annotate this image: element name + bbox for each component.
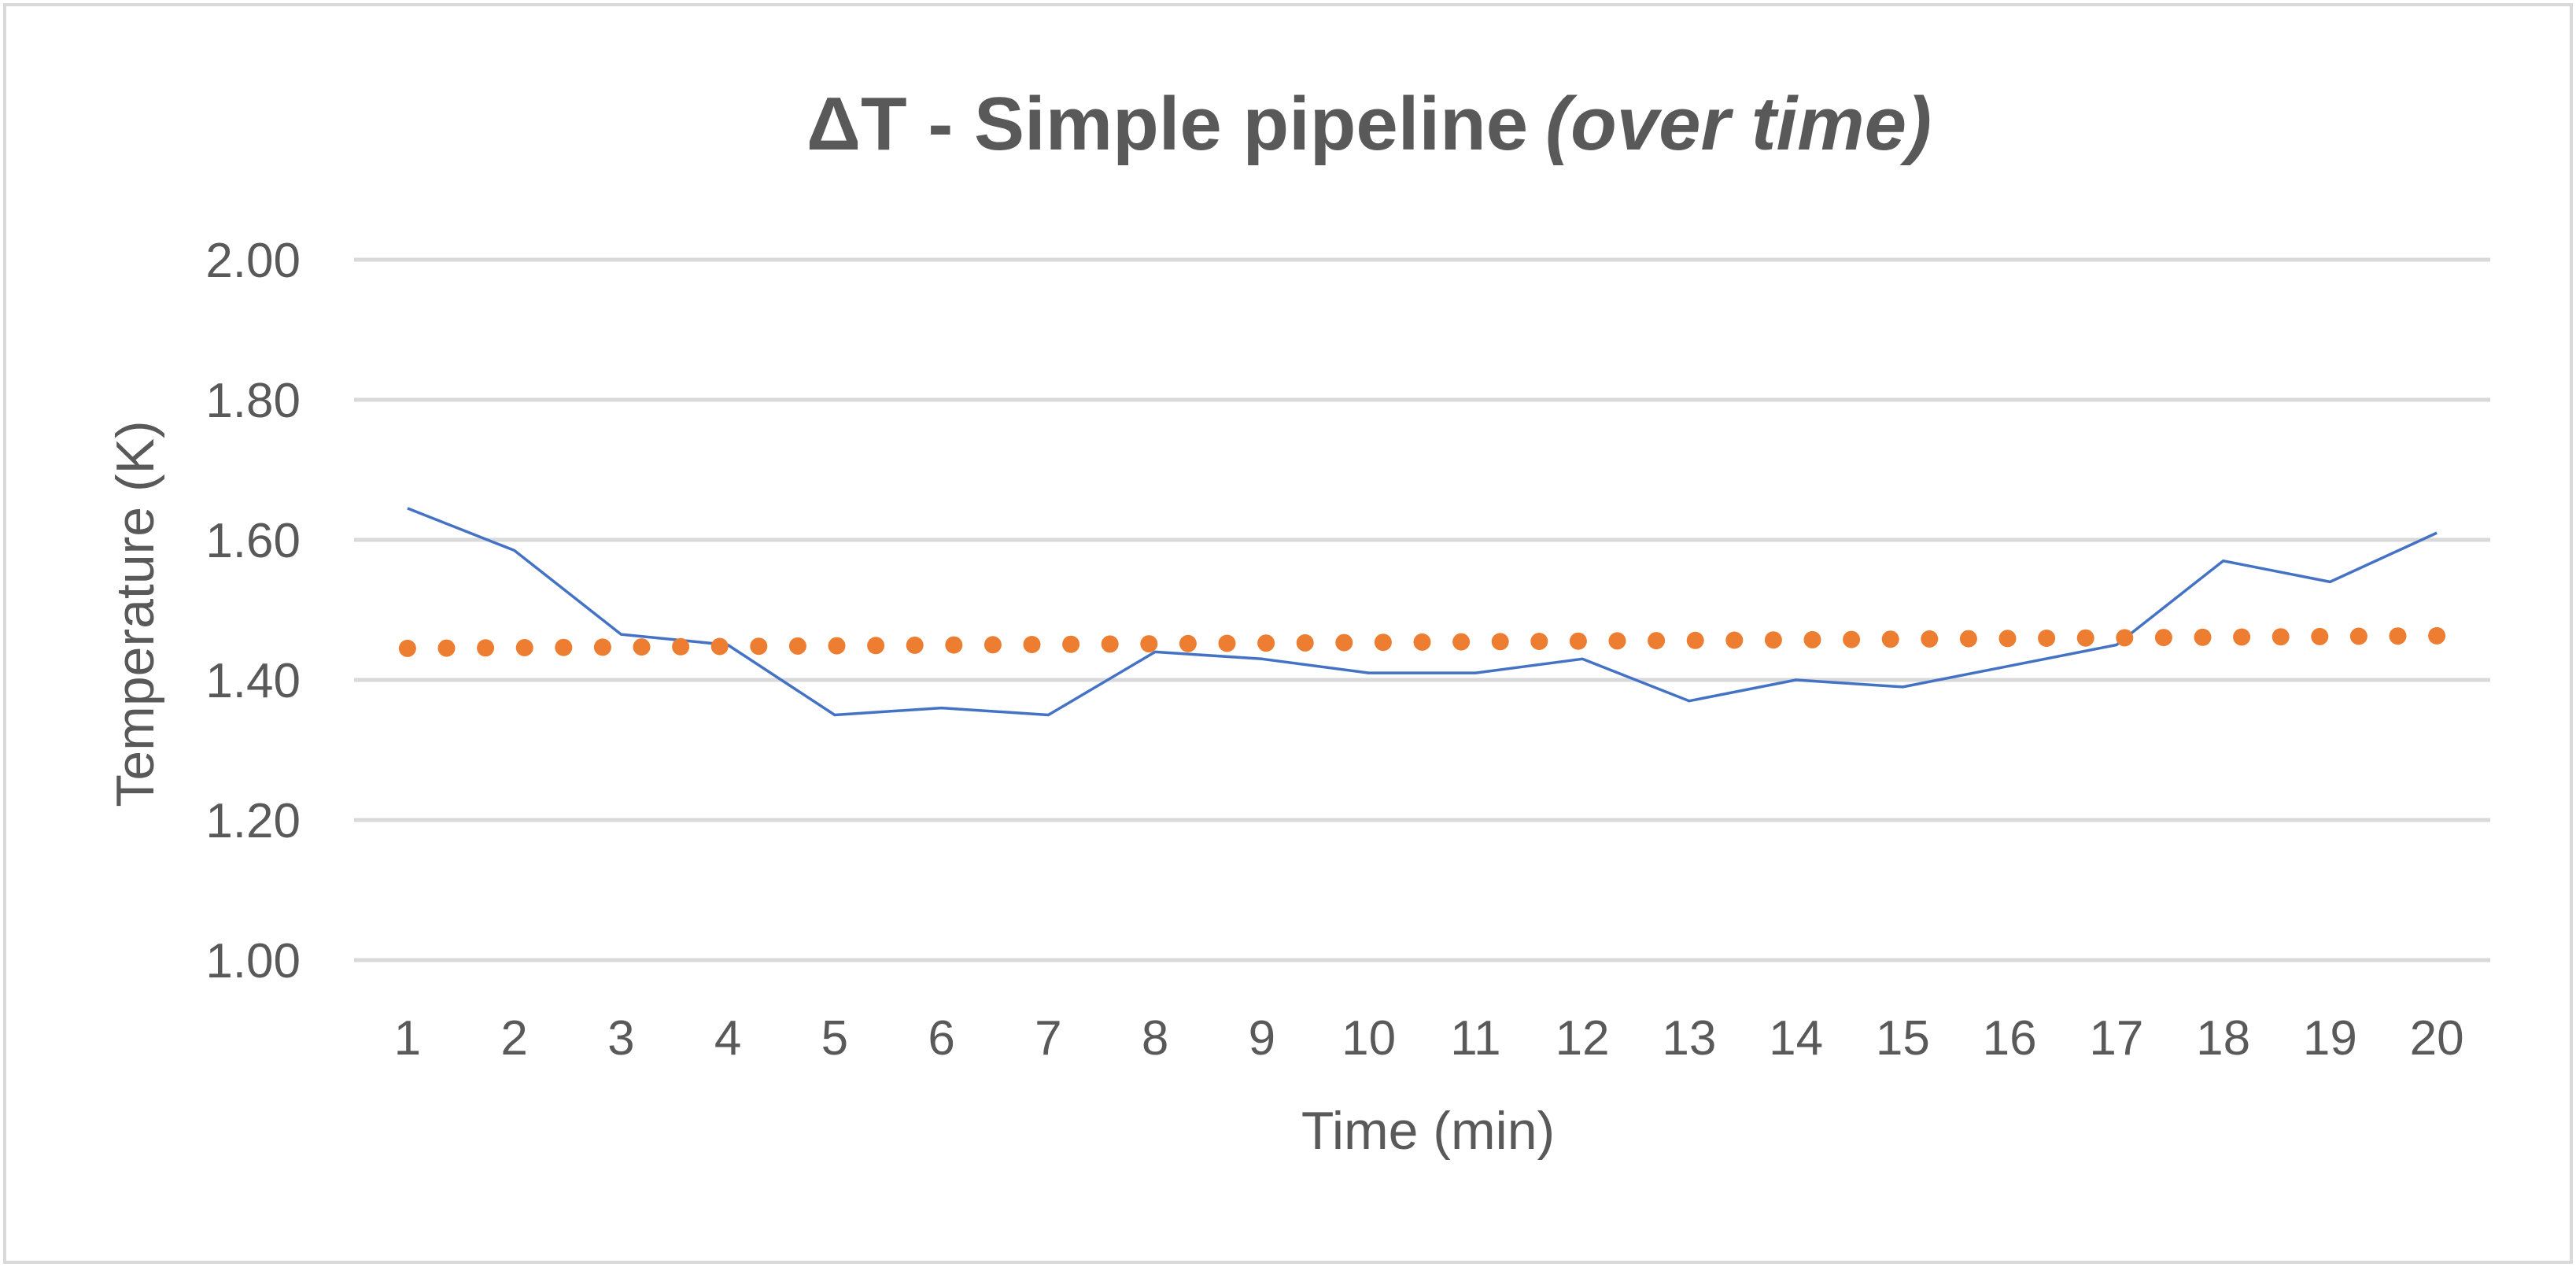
trendline-dot: [2389, 627, 2407, 645]
trendline-dot: [2116, 629, 2134, 647]
series-line-0: [407, 507, 2438, 717]
x-tick-label-1: 2: [500, 1011, 527, 1066]
trendline-dot: [1452, 633, 1471, 651]
trendline-dot: [1335, 634, 1353, 652]
trendline-dot: [1062, 635, 1080, 653]
trendline-dot: [1803, 630, 1821, 648]
trendline-dot: [2194, 628, 2212, 646]
x-tick-label-8: 9: [1249, 1011, 1275, 1066]
gridlines: [354, 257, 2490, 962]
x-tick-label-11: 12: [1556, 1011, 1610, 1066]
x-tick-label-2: 3: [607, 1011, 634, 1066]
trendline-dot: [1764, 631, 1782, 649]
x-tick-label-6: 7: [1035, 1011, 1061, 1066]
x-tick-label-0: 1: [394, 1011, 421, 1066]
y-tick-label-0: 1.00: [205, 934, 301, 988]
x-axis-ticks: 1 2 3 4 5 6 7 8 9 10 11 12 13 14 15 16 17 18 19 20: [394, 1011, 2464, 1066]
trendline-dot: [2311, 627, 2329, 645]
trendline-dot: [2349, 627, 2367, 645]
x-tick-label-16: 17: [2089, 1011, 2143, 1066]
trendline-dot: [2428, 626, 2446, 645]
x-tick-label-12: 13: [1662, 1011, 1716, 1066]
trendline-dot: [1140, 635, 1158, 653]
trendline-dot: [2272, 628, 2290, 646]
trendline-dot: [1843, 630, 1861, 648]
trendline-dot: [1998, 630, 2017, 648]
y-tick-label-5: 2.00: [205, 234, 301, 288]
y-tick-label-2: 1.40: [205, 654, 301, 708]
x-tick-label-17: 18: [2196, 1011, 2250, 1066]
trendline-dot: [1959, 630, 1977, 648]
trendline-dot: [2076, 629, 2094, 647]
trendline-dot: [788, 637, 806, 655]
trendline-dot: [1921, 630, 1939, 648]
trendline-dot: [750, 637, 768, 656]
trendline-dot: [1491, 633, 1509, 651]
trendline-dot: [1569, 632, 1587, 650]
trendline-dot: [710, 637, 729, 656]
chart-title-main: ΔT - Simple pipeline: [806, 82, 1528, 166]
chart-border: [3, 3, 2573, 1264]
series-layer: [398, 507, 2446, 717]
chart-title: ΔT - Simple pipeline (over time): [806, 82, 1932, 166]
trendline-dot: [1648, 632, 1666, 650]
trendline-dot: [477, 639, 495, 657]
trendline-dot: [398, 639, 416, 657]
trendline-dot: [1257, 634, 1275, 652]
trendline-dot: [1725, 631, 1744, 649]
trendline-dot: [1296, 634, 1314, 652]
trendline-1: [398, 626, 2446, 657]
y-tick-label-3: 1.60: [205, 514, 301, 568]
trendline-dot: [672, 637, 690, 656]
trendline-dot: [984, 636, 1002, 654]
x-tick-label-19: 20: [2410, 1011, 2464, 1066]
x-tick-label-18: 19: [2303, 1011, 2357, 1066]
y-tick-label-4: 1.80: [205, 374, 301, 428]
trendline-dot: [945, 636, 963, 654]
trendline-dot: [2154, 629, 2172, 647]
x-tick-label-13: 14: [1769, 1011, 1823, 1066]
x-tick-label-14: 15: [1876, 1011, 1930, 1066]
trendline-dot: [828, 637, 846, 655]
trendline-dot: [1023, 636, 1041, 653]
x-tick-label-3: 4: [714, 1011, 741, 1066]
y-tick-label-1: 1.20: [205, 794, 301, 848]
x-tick-label-5: 6: [928, 1011, 954, 1066]
x-tick-label-4: 5: [821, 1011, 848, 1066]
trendline-dot: [1530, 633, 1548, 650]
y-axis-ticks: 1.00 1.20 1.40 1.60 1.80 2.00: [205, 234, 301, 988]
x-tick-label-15: 16: [1983, 1011, 2037, 1066]
trendline-dot: [515, 639, 533, 656]
trendline-dot: [1101, 635, 1119, 653]
y-axis-label: Temperature (K): [105, 420, 165, 807]
trendline-dot: [1179, 634, 1197, 652]
chart-title-sub: (over time): [1545, 82, 1932, 166]
trendline-dot: [1374, 634, 1392, 652]
trendline-dot: [437, 639, 456, 657]
trendline-dot: [1608, 632, 1626, 650]
trendline-dot: [633, 638, 651, 656]
x-axis-label: Time (min): [1301, 1101, 1555, 1161]
trendline-dot: [2233, 628, 2251, 646]
trendline-dot: [1413, 633, 1431, 651]
trendline-dot: [555, 638, 573, 656]
trendline-dot: [1218, 634, 1236, 652]
trendline-dot: [906, 636, 924, 654]
x-tick-label-10: 11: [1450, 1011, 1500, 1066]
trendline-dot: [2038, 630, 2056, 647]
x-tick-label-9: 10: [1342, 1011, 1396, 1066]
trendline-dot: [1686, 631, 1704, 649]
trendline-dot: [867, 637, 885, 655]
trendline-dot: [593, 638, 611, 656]
x-tick-label-7: 8: [1142, 1011, 1168, 1066]
trendline-dot: [1881, 630, 1899, 648]
